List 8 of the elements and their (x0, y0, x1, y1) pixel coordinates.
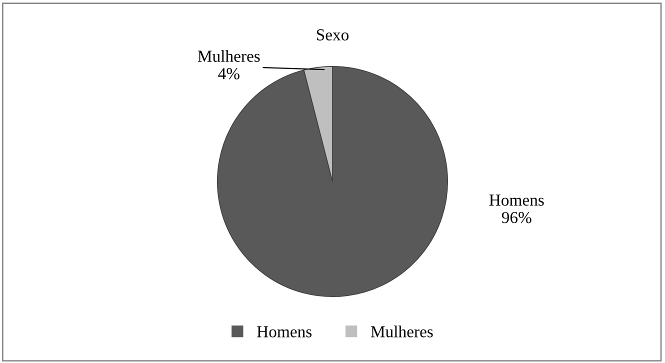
legend-label: Mulheres (370, 326, 433, 338)
data-label: 96% (502, 212, 532, 224)
chart-title: Sexo (316, 29, 349, 40)
legend-label: Homens (257, 326, 312, 338)
slice-label: Mulheres (198, 50, 260, 62)
pie-slice (216, 66, 448, 298)
slice-label: Homens (489, 194, 544, 206)
data-label: 4% (218, 68, 240, 80)
